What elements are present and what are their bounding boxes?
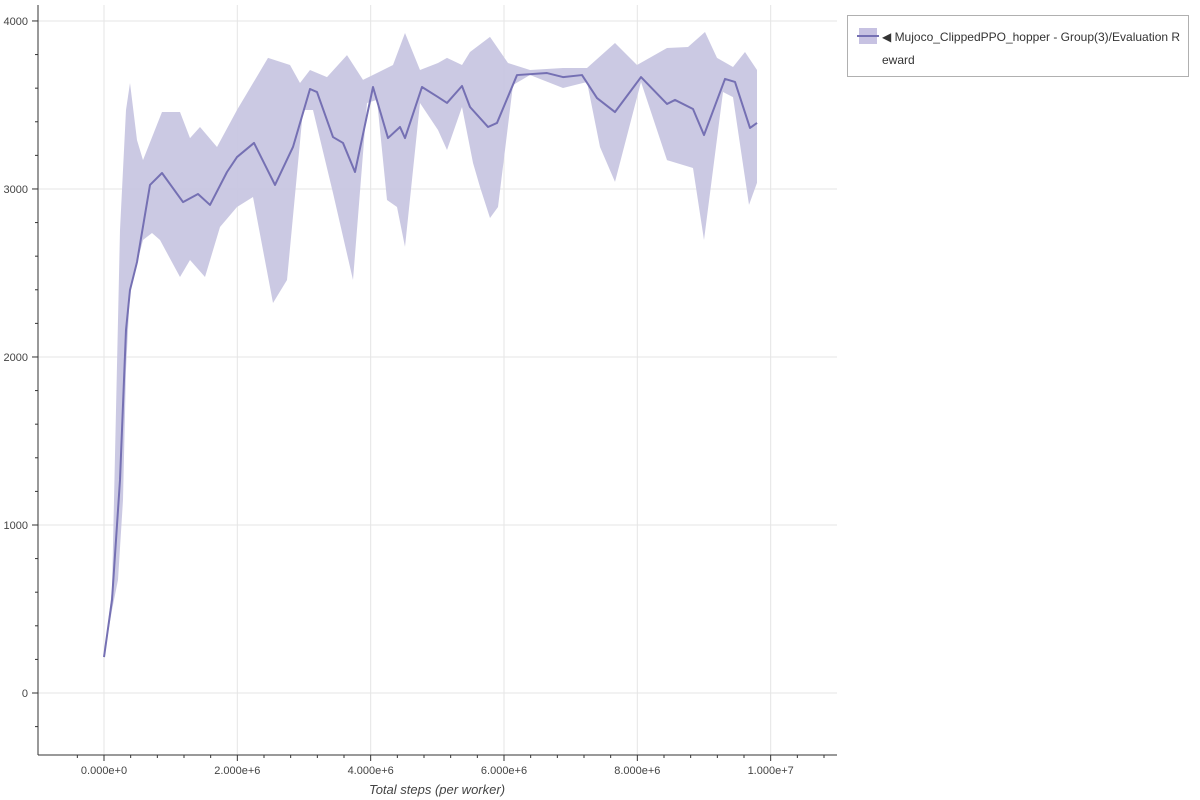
legend-label[interactable]: ◀ Mujoco_ClippedPPO_hopper - Group(3)/Ev… xyxy=(882,30,1181,67)
x-tick-label: 1.000e+7 xyxy=(748,765,794,777)
y-tick-label: 2000 xyxy=(4,352,28,364)
y-tick-label: 4000 xyxy=(4,16,28,28)
x-axis-label: Total steps (per worker) xyxy=(369,782,505,797)
y-tick-label: 3000 xyxy=(4,184,28,196)
y-tick-label: 1000 xyxy=(4,520,28,532)
series-band-group xyxy=(104,32,757,658)
x-tick-label: 2.000e+6 xyxy=(214,765,260,777)
legend-swatch-icon xyxy=(857,28,879,44)
series-line-group xyxy=(103,72,758,658)
x-tick-label: 6.000e+6 xyxy=(481,765,527,777)
x-tick-label: 0.000e+0 xyxy=(81,765,127,777)
y-tick-label: 0 xyxy=(22,688,28,700)
series-confidence-band xyxy=(104,32,757,658)
x-tick-label: 4.000e+6 xyxy=(348,765,394,777)
x-tick-label: 8.000e+6 xyxy=(614,765,660,777)
series-mean-line xyxy=(103,72,758,658)
legend[interactable]: ◀ Mujoco_ClippedPPO_hopper - Group(3)/Ev… xyxy=(847,15,1189,77)
axes: 0.000e+0 2.000e+6 4.000e+6 6.000e+6 8.000e+6… xyxy=(4,5,837,777)
